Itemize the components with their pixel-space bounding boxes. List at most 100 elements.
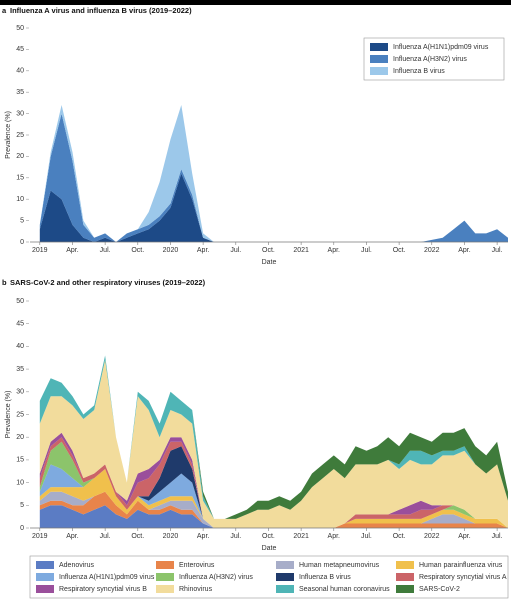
- y-tick-label: 25: [16, 132, 24, 139]
- y-tick-label: 50: [16, 25, 24, 32]
- y-tick-label: 25: [16, 411, 24, 418]
- x-tick-label: Apr.: [66, 247, 79, 254]
- legend-swatch: [156, 561, 174, 569]
- y-tick-label: 0: [20, 239, 24, 246]
- x-tick-label: Apr.: [328, 247, 341, 254]
- y-tick-label: 10: [16, 479, 24, 486]
- y-tick-label: 0: [20, 525, 24, 532]
- legend-label: Influenza A(H3N2) virus: [179, 574, 253, 581]
- legend-label: Human parainfluenza virus: [419, 562, 503, 569]
- x-tick-label: Oct.: [262, 247, 275, 254]
- legend-label: Influenza A(H1N1)pdm09 virus: [59, 574, 155, 581]
- legend-swatch: [36, 585, 54, 593]
- x-tick-label: Jul.: [230, 533, 241, 540]
- x-tick-label: Apr.: [197, 533, 210, 540]
- x-tick-label: Apr.: [458, 533, 471, 540]
- legend-swatch: [36, 573, 54, 581]
- legend-label: Influenza B virus: [393, 68, 445, 75]
- x-tick-label: 2020: [163, 247, 179, 254]
- x-tick-label: 2021: [293, 247, 309, 254]
- x-axis-label: Date: [262, 259, 277, 266]
- y-tick-label: 50: [16, 298, 24, 305]
- x-tick-label: Jul.: [100, 247, 111, 254]
- y-tick-label: 40: [16, 343, 24, 350]
- legend-swatch: [276, 573, 294, 581]
- panel-label: b: [2, 278, 7, 287]
- x-tick-label: Oct.: [393, 533, 406, 540]
- x-tick-label: 2019: [32, 247, 48, 254]
- y-tick-label: 20: [16, 153, 24, 160]
- y-tick-label: 10: [16, 196, 24, 203]
- top-bar: [0, 0, 511, 5]
- x-tick-label: Jul.: [230, 247, 241, 254]
- legend-label: Human metapneumovirus: [299, 562, 380, 569]
- y-tick-label: 45: [16, 321, 24, 328]
- y-axis-label: Prevalence (%): [5, 111, 12, 159]
- legend-label: SARS-CoV-2: [419, 586, 460, 593]
- x-tick-label: Jul.: [100, 533, 111, 540]
- chart-title: SARS-CoV-2 and other respiratory viruses…: [10, 278, 206, 287]
- x-tick-label: Jul.: [361, 247, 372, 254]
- x-tick-label: Jul.: [492, 533, 503, 540]
- chart-title: Influenza A virus and influenza B virus …: [10, 6, 192, 15]
- legend-swatch: [156, 585, 174, 593]
- area: [39, 105, 509, 242]
- legend-label: Respiratory syncytial virus B: [59, 586, 147, 593]
- legend-swatch: [36, 561, 54, 569]
- x-tick-label: Oct.: [393, 247, 406, 254]
- x-tick-label: 2020: [163, 533, 179, 540]
- x-tick-label: Apr.: [66, 533, 79, 540]
- x-tick-label: Apr.: [197, 247, 210, 254]
- x-tick-label: Jul.: [361, 533, 372, 540]
- x-tick-label: Jul.: [492, 247, 503, 254]
- x-tick-label: Apr.: [458, 247, 471, 254]
- x-tick-label: 2021: [293, 533, 309, 540]
- legend-swatch: [396, 561, 414, 569]
- y-tick-label: 35: [16, 366, 24, 373]
- panel-label: a: [2, 6, 7, 15]
- area: [39, 113, 509, 242]
- y-tick-label: 20: [16, 434, 24, 441]
- y-tick-label: 40: [16, 68, 24, 75]
- legend-label: Influenza B virus: [299, 574, 351, 581]
- y-tick-label: 30: [16, 389, 24, 396]
- legend-label: Respiratory syncytial virus A: [419, 574, 507, 581]
- y-tick-label: 15: [16, 457, 24, 464]
- area: [39, 360, 509, 528]
- legend-label: Enterovirus: [179, 562, 215, 569]
- legend-label: Adenovirus: [59, 562, 95, 569]
- x-tick-label: 2022: [424, 533, 440, 540]
- legend-swatch: [396, 585, 414, 593]
- area: [39, 355, 509, 519]
- area: [39, 173, 509, 242]
- y-axis-label: Prevalence (%): [5, 391, 12, 439]
- legend-swatch: [396, 573, 414, 581]
- legend-swatch: [370, 43, 388, 51]
- legend-swatch: [276, 561, 294, 569]
- legend-swatch: [370, 67, 388, 75]
- legend-label: Influenza A(H1N1)pdm09 virus: [393, 44, 489, 51]
- x-tick-label: 2022: [424, 247, 440, 254]
- legend-label: Influenza A(H3N2) virus: [393, 56, 467, 63]
- legend-box: [29, 555, 509, 599]
- y-tick-label: 5: [20, 217, 24, 224]
- x-axis-label: Date: [262, 545, 277, 552]
- y-tick-label: 5: [20, 502, 24, 509]
- x-tick-label: Oct.: [262, 533, 275, 540]
- legend-swatch: [276, 585, 294, 593]
- legend-label: Rhinovirus: [179, 586, 213, 593]
- y-tick-label: 30: [16, 110, 24, 117]
- x-tick-label: 2019: [32, 533, 48, 540]
- area: [39, 505, 509, 528]
- x-tick-label: Oct.: [131, 533, 144, 540]
- y-tick-label: 15: [16, 175, 24, 182]
- legend-swatch: [370, 55, 388, 63]
- x-tick-label: Apr.: [328, 533, 341, 540]
- y-tick-label: 45: [16, 46, 24, 53]
- legend-swatch: [156, 573, 174, 581]
- legend-label: Seasonal human coronavirus: [299, 586, 390, 593]
- y-tick-label: 35: [16, 89, 24, 96]
- area: [39, 491, 509, 528]
- x-tick-label: Oct.: [131, 247, 144, 254]
